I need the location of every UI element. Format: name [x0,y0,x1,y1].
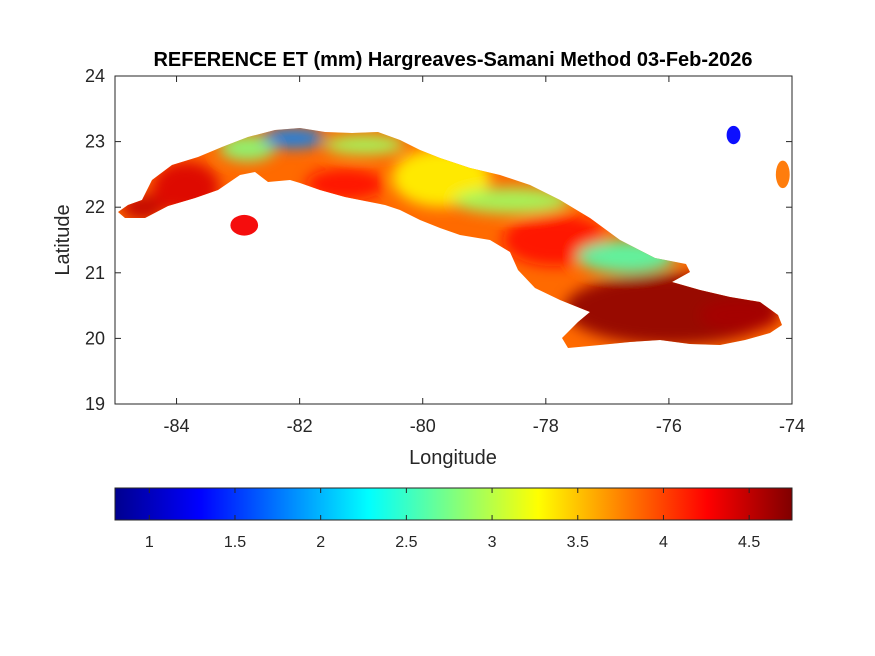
colorbar-tick-label: 3.5 [567,534,589,551]
region-bahamas-east-islet [775,160,790,189]
region-isla-de-la-juventud [230,214,259,236]
colorbar-ticks: 1 1.5 2 2.5 3 3.5 4 4.5 [145,488,760,551]
y-tick-label: 23 [85,132,105,152]
y-axis-label: Latitude [52,204,74,275]
y-axis: 19 20 21 22 23 24 [85,66,792,414]
x-axis-label: Longitude [409,447,497,469]
colorbar-gradient [114,487,793,521]
y-tick-label: 20 [85,328,105,348]
x-tick-label: -80 [410,416,436,436]
region-matanzas-north [324,135,405,155]
colorbar: 1 1.5 2 2.5 3 3.5 4 4.5 [114,487,793,551]
plot-area [114,75,793,405]
x-tick-label: -74 [779,416,805,436]
y-tick-label: 19 [85,394,105,414]
chart-title: REFERENCE ET (mm) Hargreaves-Samani Meth… [153,49,752,71]
x-axis: -84 -82 -80 -78 -76 -74 [164,76,805,436]
colorbar-tick-label: 3 [488,534,497,551]
x-tick-label: -84 [164,416,190,436]
colorbar-tick-label: 1 [145,534,154,551]
colorbar-tick-label: 2.5 [395,534,417,551]
x-tick-label: -78 [533,416,559,436]
region-havana-coast [262,128,325,149]
y-tick-label: 24 [85,66,105,86]
colorbar-tick-label: 2 [316,534,325,551]
x-tick-label: -82 [287,416,313,436]
y-tick-label: 21 [85,263,105,283]
colorbar-tick-label: 4.5 [738,534,760,551]
islands [230,125,790,236]
region-guantanamo-east [699,299,780,332]
colorbar-tick-label: 1.5 [224,534,246,551]
x-tick-label: -76 [656,416,682,436]
colorbar-tick-label: 4 [659,534,668,551]
region-central-north-coast [453,187,571,214]
region-bahamas-blue-islet [726,125,741,145]
y-tick-label: 22 [85,197,105,217]
